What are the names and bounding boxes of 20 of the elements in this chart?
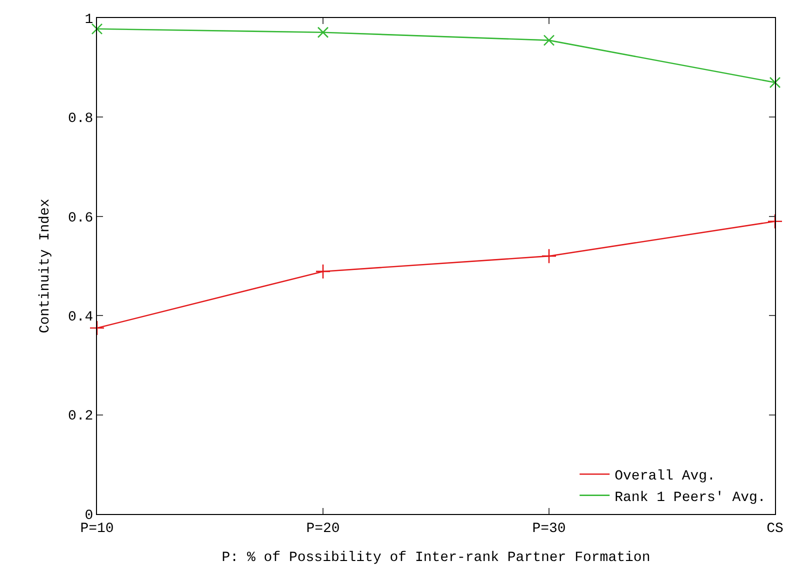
- x-tick-label: P=20: [306, 520, 340, 537]
- point: [541, 248, 557, 264]
- y-axis-title: Continuity Index: [38, 198, 54, 334]
- legend-label: Rank 1 Peers' Avg.: [614, 490, 766, 506]
- y-tick-label: 0.4: [68, 310, 94, 326]
- x-tick-label: CS: [766, 520, 784, 537]
- y-tick-label: 0.2: [68, 408, 94, 425]
- y-tick-label: 1: [84, 12, 94, 28]
- point: [91, 23, 103, 35]
- y-tick-label: 0.6: [68, 210, 94, 226]
- legend-label: Overall Avg.: [614, 468, 716, 485]
- point: [89, 320, 105, 336]
- x-axis-title: P: % of Possibility of Inter-rank Partner Formation: [222, 550, 650, 566]
- point: [315, 264, 331, 280]
- point: [317, 26, 329, 38]
- x-tick-label: P=30: [532, 520, 566, 537]
- point: [767, 214, 783, 230]
- point: [769, 76, 781, 88]
- y-tick-label: 0.8: [68, 111, 94, 128]
- point: [543, 34, 555, 46]
